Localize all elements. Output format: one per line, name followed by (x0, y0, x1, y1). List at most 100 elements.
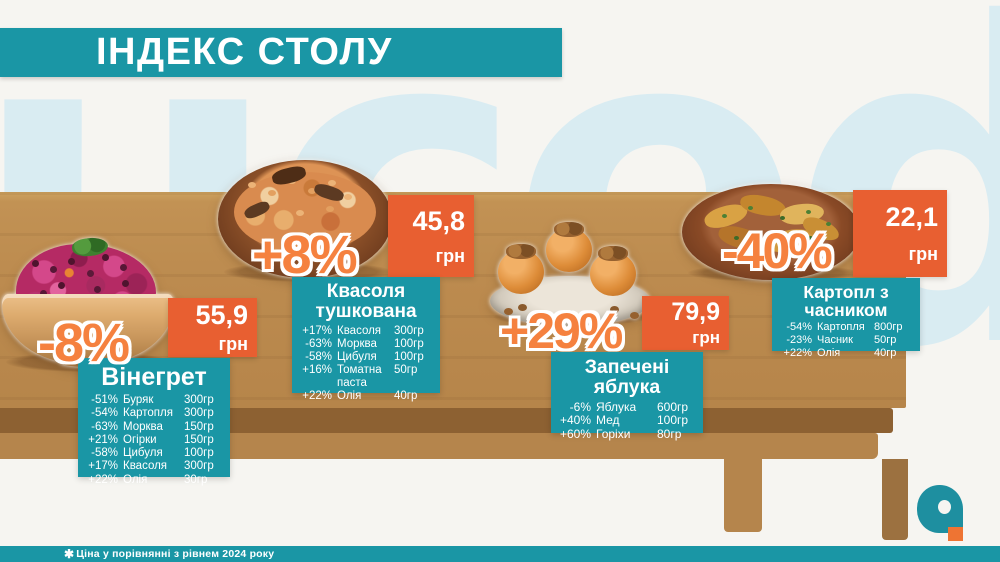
ingredient-change: -58% (305, 351, 332, 364)
ingredient-name: Цибуля (337, 351, 377, 364)
price-tag: 45,8 грн (388, 195, 474, 277)
ingredient-row: -63% Морква 100гр (300, 338, 432, 350)
ingredient-name: Горіхи (596, 427, 631, 442)
ingredient-change: +21% (88, 433, 118, 446)
ingredient-row: +60% Горіхи 80гр (559, 428, 695, 441)
ingredient-name: Квасоля (123, 460, 168, 473)
price-currency: грн (435, 245, 465, 266)
price-value: 45,8 (412, 205, 465, 236)
ingredient-name: Буряк (123, 394, 154, 406)
title-banner: ІНДЕКС СТОЛУ (0, 28, 562, 77)
dish-card: Вінегрет -51% Буряк 300гр -54% Картопля … (78, 358, 230, 486)
vinaigrette-photo (2, 236, 176, 370)
price-tag: 79,9 грн (642, 296, 729, 350)
price-currency: грн (692, 328, 720, 347)
ingredient-amount: 150гр (184, 420, 214, 433)
ingredient-change: -58% (91, 447, 118, 460)
ingredient-change: +40% (559, 413, 591, 428)
ingredient-change: -54% (91, 407, 118, 420)
bean-stew-photo (218, 160, 394, 280)
ingredient-amount: 300гр (184, 394, 214, 406)
ingredient-change: +17% (302, 324, 332, 337)
ingredient-row: +16% Томатна паста 50гр (300, 364, 432, 389)
ingredient-amount: 50гр (394, 364, 418, 377)
percent-change-badge: +8% (252, 225, 358, 285)
ingredient-change: +60% (559, 427, 591, 442)
ingredient-change: -51% (91, 394, 118, 406)
ingredient-row: -63% Морква 150гр (86, 421, 222, 433)
ingredient-row: -51% Буряк 300гр (86, 394, 222, 406)
dish-name: Запечені яблука (584, 356, 670, 399)
ingredient-row: +22% Олія 30гр (86, 474, 222, 486)
ingredient-row: -6% Яблука 600гр (559, 399, 695, 414)
ingredient-row: -54% Картопля 800гр (780, 322, 912, 334)
dish-card: Квасоля тушкована +17% Квасоля 300гр -63… (292, 277, 440, 402)
ingredient-amount: 40гр (874, 346, 897, 359)
ingredient-amount: 300гр (184, 460, 214, 473)
percent-change-badge: -40% (722, 223, 833, 279)
walnut-topping (554, 222, 584, 237)
logo-hole (938, 500, 951, 514)
walnut-pieces (518, 304, 527, 311)
page-title: ІНДЕКС СТОЛУ (96, 31, 393, 73)
ingredient-amount: 800гр (874, 321, 903, 334)
ingredient-name: Яблука (596, 399, 637, 414)
bean-dots (248, 182, 256, 188)
ingredient-row: +22% Олія 40гр (780, 346, 912, 360)
stew-texture (234, 172, 376, 252)
apostrophe-brand-logo (917, 485, 967, 543)
ingredient-amount: 50гр (874, 334, 897, 347)
percent-change-badge: -8% (38, 313, 130, 373)
dish-name: Вінегрет (101, 363, 207, 391)
ingredient-name: Цибуля (123, 447, 163, 460)
ingredient-amount: 300гр (394, 324, 424, 337)
ingredient-row: -58% Цибуля 100гр (86, 447, 222, 459)
dish-card: Запечені яблука -6% Яблука 600гр +40% Ме… (551, 352, 703, 441)
ingredient-row: +21% Огірки 150гр (86, 434, 222, 446)
ingredient-change: -63% (91, 420, 118, 433)
walnut-topping (598, 246, 628, 261)
ingredient-amount: 100гр (394, 337, 424, 350)
ingredient-amount: 40гр (394, 389, 418, 402)
ingredient-change: +22% (302, 389, 332, 402)
ingredient-amount: 600гр (657, 399, 689, 414)
ingredient-row: -23% Часник 50гр (780, 334, 912, 347)
ingredient-name: Морква (123, 420, 163, 433)
ingredient-change: +16% (302, 364, 332, 377)
ingredient-amount: 30гр (184, 473, 208, 486)
ingredient-change: -54% (786, 321, 812, 334)
dish-name: Квасоля тушкована (315, 281, 417, 322)
ingredient-change: +22% (88, 473, 118, 486)
dish-name: Картопл з часником (803, 282, 889, 321)
price-tag: 55,9 грн (168, 298, 257, 357)
logo-orange-square (948, 527, 963, 541)
ingredient-amount: 100гр (184, 447, 214, 460)
footnote-bar: ✱ Ціна у порівнянні з рівнем 2024 року (0, 546, 1000, 562)
ingredient-change: -23% (786, 334, 812, 347)
garlic-potatoes-photo (682, 184, 860, 282)
percent-change-badge: +29% (500, 303, 623, 359)
ingredient-name: Картопля (817, 321, 865, 334)
price-currency: грн (908, 244, 938, 264)
ingredient-name: Олія (123, 473, 148, 486)
ingredient-name: Морква (337, 337, 377, 350)
ingredient-name: Часник (817, 334, 853, 347)
ingredient-amount: 100гр (657, 413, 689, 428)
baked-apples-photo (490, 222, 650, 326)
dish-card: Картопл з часником -54% Картопля 800гр -… (772, 278, 920, 359)
ingredient-row: +22% Олія 40гр (300, 390, 432, 402)
ingredient-change: +22% (783, 346, 812, 359)
price-tag: 22,1 грн (853, 190, 947, 277)
ingredient-change: +17% (88, 460, 118, 473)
ingredient-amount: 100гр (394, 351, 424, 364)
ingredient-amount: 300гр (184, 407, 214, 420)
table-leg-left (724, 459, 762, 532)
price-currency: грн (218, 334, 248, 354)
ingredient-row: +17% Квасоля 300гр (300, 325, 432, 337)
ingredient-amount: 80гр (657, 427, 682, 442)
ingredient-name: Квасоля (337, 324, 382, 337)
ingredient-row: -58% Цибуля 100гр (300, 351, 432, 363)
price-value: 22,1 (885, 202, 938, 232)
ingredient-name: Мед (596, 413, 620, 428)
ingredient-name: Томатна паста (337, 364, 382, 389)
